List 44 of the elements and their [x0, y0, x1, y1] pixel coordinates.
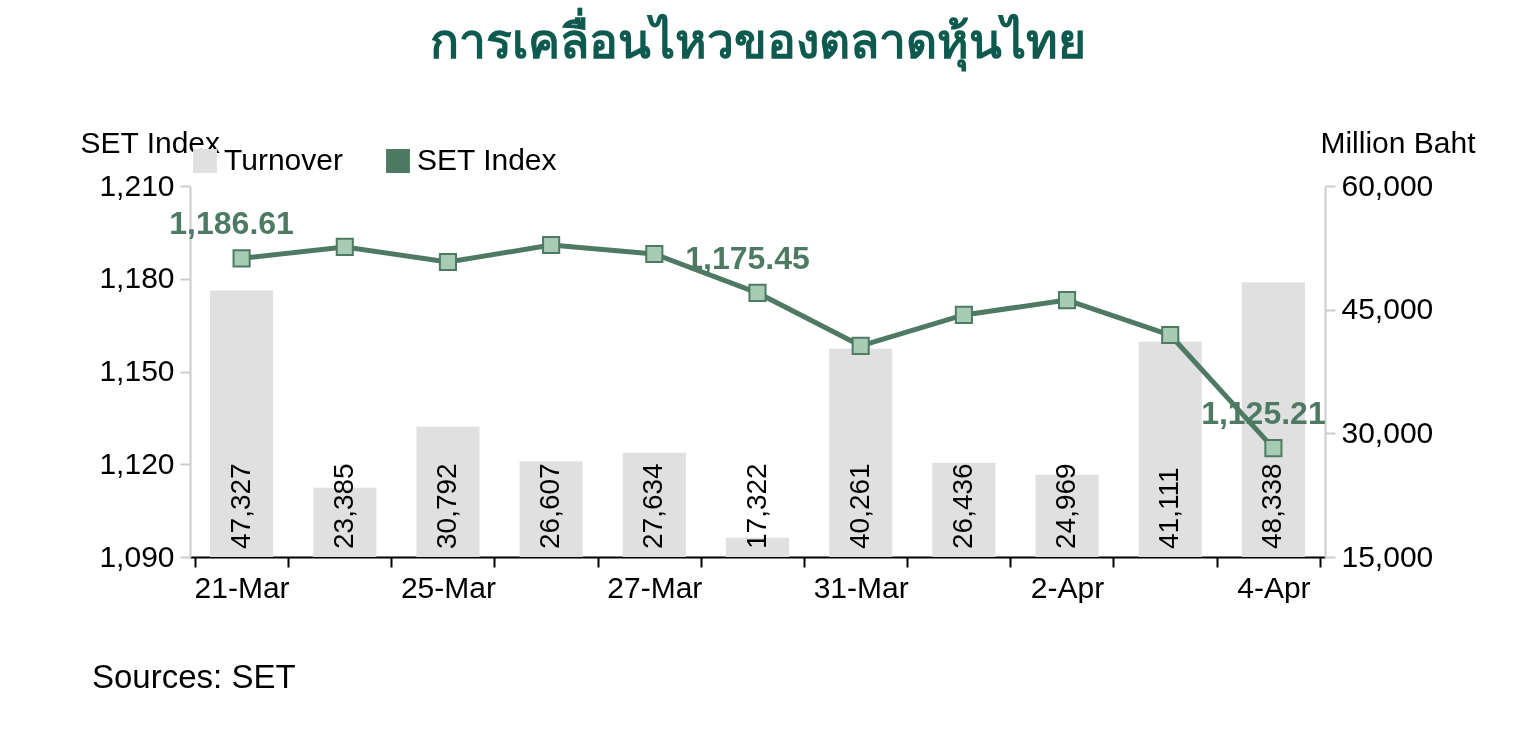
- data-label: 17,322: [740, 463, 772, 549]
- legend-label: Turnover: [224, 143, 343, 176]
- point: [438, 252, 458, 272]
- source-note: Sources: SET: [92, 658, 296, 696]
- y2-tick-label: 45,000: [1341, 292, 1434, 326]
- data-label: 40,261: [843, 463, 875, 549]
- y-tick-label: 1,180: [99, 261, 175, 295]
- legend-label: SET Index: [417, 143, 557, 176]
- point: [232, 249, 251, 268]
- point: [851, 336, 870, 355]
- x-tick-label: 25-Mar: [400, 570, 496, 604]
- y2-tick-label: 30,000: [1341, 415, 1434, 449]
- point: [1161, 325, 1180, 345]
- data-label: 27,634: [637, 463, 669, 549]
- x-tick-label: 4-Apr: [1237, 570, 1311, 604]
- point: [1057, 291, 1077, 310]
- data-label: 23,385: [327, 463, 359, 549]
- data-label: 47,327: [224, 463, 256, 549]
- y2-tick-label: 15,000: [1341, 539, 1434, 573]
- y-tick-label: 1,120: [99, 446, 175, 480]
- point: [1264, 439, 1283, 458]
- chart-title: การเคลื่อนไหวของตลาดหุ้นไทย: [429, 7, 1086, 72]
- point: [748, 283, 767, 302]
- point: [542, 235, 561, 255]
- point: [335, 237, 354, 256]
- x-tick-label: 31-Mar: [813, 570, 909, 604]
- y-tick-label: 1,150: [99, 354, 175, 387]
- data-label: 41,111: [1153, 467, 1185, 549]
- x-tick-label: 2-Apr: [1030, 570, 1105, 604]
- y2-axis-title: Million Baht: [1320, 125, 1477, 159]
- data-label: 30,792: [430, 463, 462, 549]
- y-tick-label: 1,210: [99, 168, 175, 202]
- data-label: 26,607: [534, 463, 566, 549]
- data-label: 1,186.61: [169, 205, 294, 242]
- data-label: 24,969: [1050, 463, 1082, 549]
- data-label: 26,436: [946, 463, 978, 549]
- y-tick-label: 1,090: [99, 539, 175, 573]
- x-tick-label: 21-Mar: [194, 570, 290, 604]
- data-label: 1,175.45: [685, 239, 810, 276]
- y2-tick-label: 60,000: [1341, 168, 1434, 202]
- point: [954, 305, 973, 324]
- data-label: 48,338: [1256, 463, 1288, 549]
- point: [645, 244, 664, 264]
- x-tick-label: 27-Mar: [607, 570, 703, 604]
